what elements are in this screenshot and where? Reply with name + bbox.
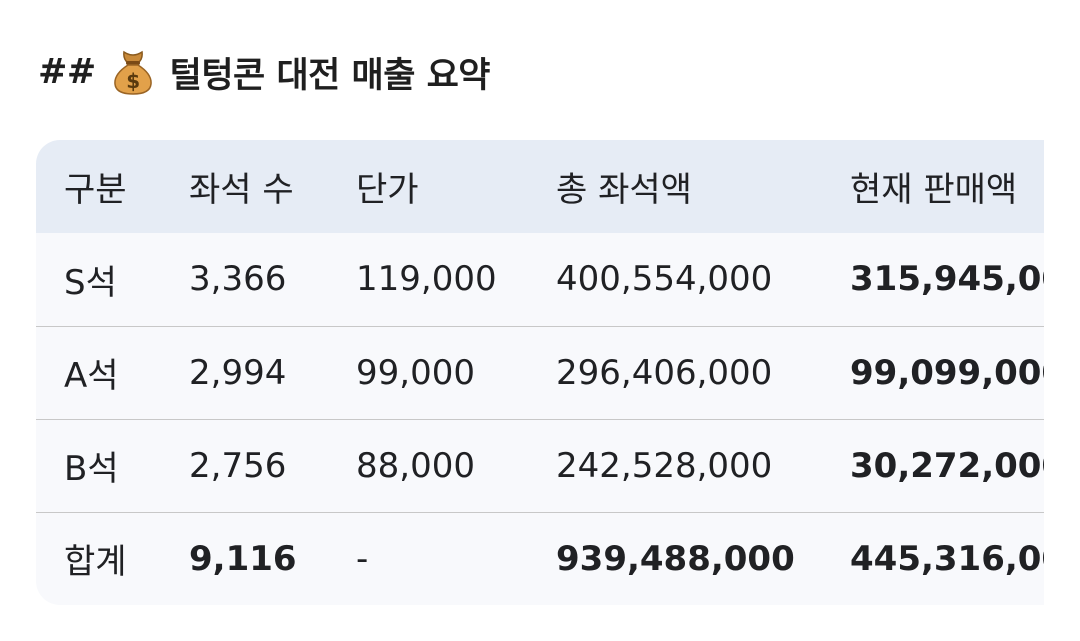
cell-seat-count: 2,994 (189, 352, 287, 393)
table-row-total: 합계 9,116 - 939,488,000 445,316,000 (36, 512, 1044, 605)
header-current-sales: 현재 판매액 (850, 170, 1018, 210)
cell-unit-price: 119,000 (356, 259, 497, 300)
cell-current-sales: 99,099,000 (850, 352, 1044, 393)
table-row: S석 3,366 119,000 400,554,000 315,945,000 (36, 233, 1044, 326)
table-row: B석 2,756 88,000 242,528,000 30,272,000 (36, 419, 1044, 512)
cell-seat-count: 3,366 (189, 259, 287, 300)
cell-seat-count: 9,116 (189, 538, 297, 579)
cell-total-seat-amount: 939,488,000 (556, 538, 795, 579)
page-title: ## $ 털텅콘 대전 매출 요약 (38, 44, 491, 100)
cell-total-seat-amount: 296,406,000 (556, 352, 773, 393)
markdown-hashes: ## (38, 52, 96, 92)
money-bag-icon: $ (110, 48, 156, 96)
cell-unit-price: 99,000 (356, 352, 475, 393)
sales-summary-table-container: 구분 좌석 수 단가 총 좌석액 현재 판매액 S석 3,366 119,000… (36, 140, 1044, 605)
cell-unit-price: - (356, 538, 369, 579)
cell-category: B석 (64, 449, 119, 489)
cell-seat-count: 2,756 (189, 445, 287, 486)
heading-title: 털텅콘 대전 매출 요약 (169, 55, 491, 96)
cell-total-seat-amount: 400,554,000 (556, 259, 773, 300)
header-total-seat-amount: 총 좌석액 (556, 170, 692, 210)
cell-category: 합계 (64, 542, 127, 583)
sales-summary-table: 구분 좌석 수 단가 총 좌석액 현재 판매액 S석 3,366 119,000… (36, 140, 1044, 605)
cell-category: A석 (64, 356, 119, 396)
cell-category: S석 (64, 262, 117, 303)
svg-text:$: $ (126, 69, 139, 93)
table-header-row: 구분 좌석 수 단가 총 좌석액 현재 판매액 (36, 140, 1044, 233)
cell-unit-price: 88,000 (356, 445, 475, 486)
header-seat-count: 좌석 수 (189, 170, 294, 210)
cell-current-sales: 315,945,000 (850, 259, 1044, 300)
header-unit-price: 단가 (356, 170, 419, 210)
header-category: 구분 (64, 170, 127, 210)
cell-current-sales: 445,316,000 (850, 538, 1044, 579)
table-row: A석 2,994 99,000 296,406,000 99,099,000 (36, 326, 1044, 419)
cell-total-seat-amount: 242,528,000 (556, 445, 773, 486)
cell-current-sales: 30,272,000 (850, 445, 1044, 486)
